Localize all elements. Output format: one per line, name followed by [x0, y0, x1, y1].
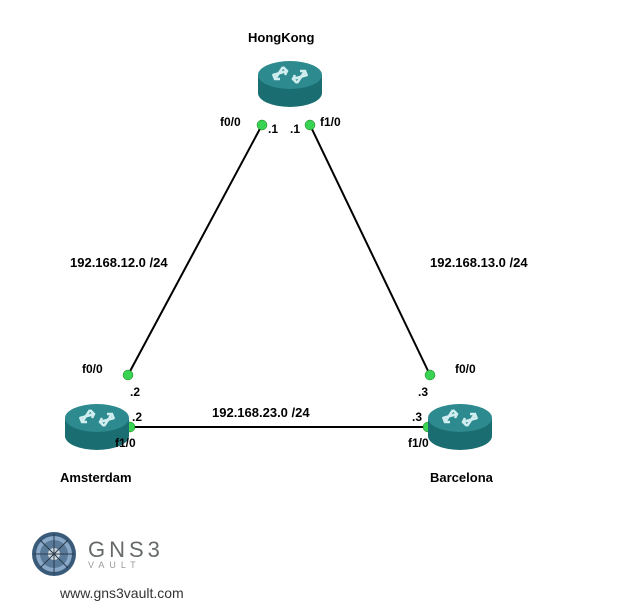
gns3vault-logo: GNS3 VAULT [30, 530, 164, 578]
interface-label: f0/0 [220, 115, 241, 129]
subnet-label: 192.168.23.0 /24 [212, 405, 310, 420]
ip-label: .1 [290, 122, 300, 136]
interface-label: f1/0 [408, 436, 429, 450]
ip-label: .1 [268, 122, 278, 136]
ip-label: .3 [418, 385, 428, 399]
interface-label: f0/0 [82, 362, 103, 376]
ip-label: .2 [132, 410, 142, 424]
ip-label: .2 [130, 385, 140, 399]
vault-icon [30, 530, 78, 578]
subnet-label: 192.168.13.0 /24 [430, 255, 528, 270]
logo-sub-text: VAULT [88, 561, 164, 570]
port-dot [123, 370, 133, 380]
interface-label: f0/0 [455, 362, 476, 376]
node-label-hongkong: HongKong [248, 30, 314, 45]
interface-label: f1/0 [320, 115, 341, 129]
port-dot [305, 120, 315, 130]
ip-label: .3 [412, 410, 422, 424]
port-dot [425, 370, 435, 380]
node-label-amsterdam: Amsterdam [60, 470, 132, 485]
node-label-barcelona: Barcelona [430, 470, 493, 485]
link-hk-ams [128, 125, 262, 375]
router-icon-hongkong [255, 55, 325, 110]
logo-main-text: GNS3 [88, 539, 164, 561]
router-icon-barcelona [425, 398, 495, 453]
port-dot [257, 120, 267, 130]
interface-label: f1/0 [115, 436, 136, 450]
link-hk-bcn [310, 125, 430, 375]
url-text: www.gns3vault.com [60, 585, 184, 601]
subnet-label: 192.168.12.0 /24 [70, 255, 168, 270]
